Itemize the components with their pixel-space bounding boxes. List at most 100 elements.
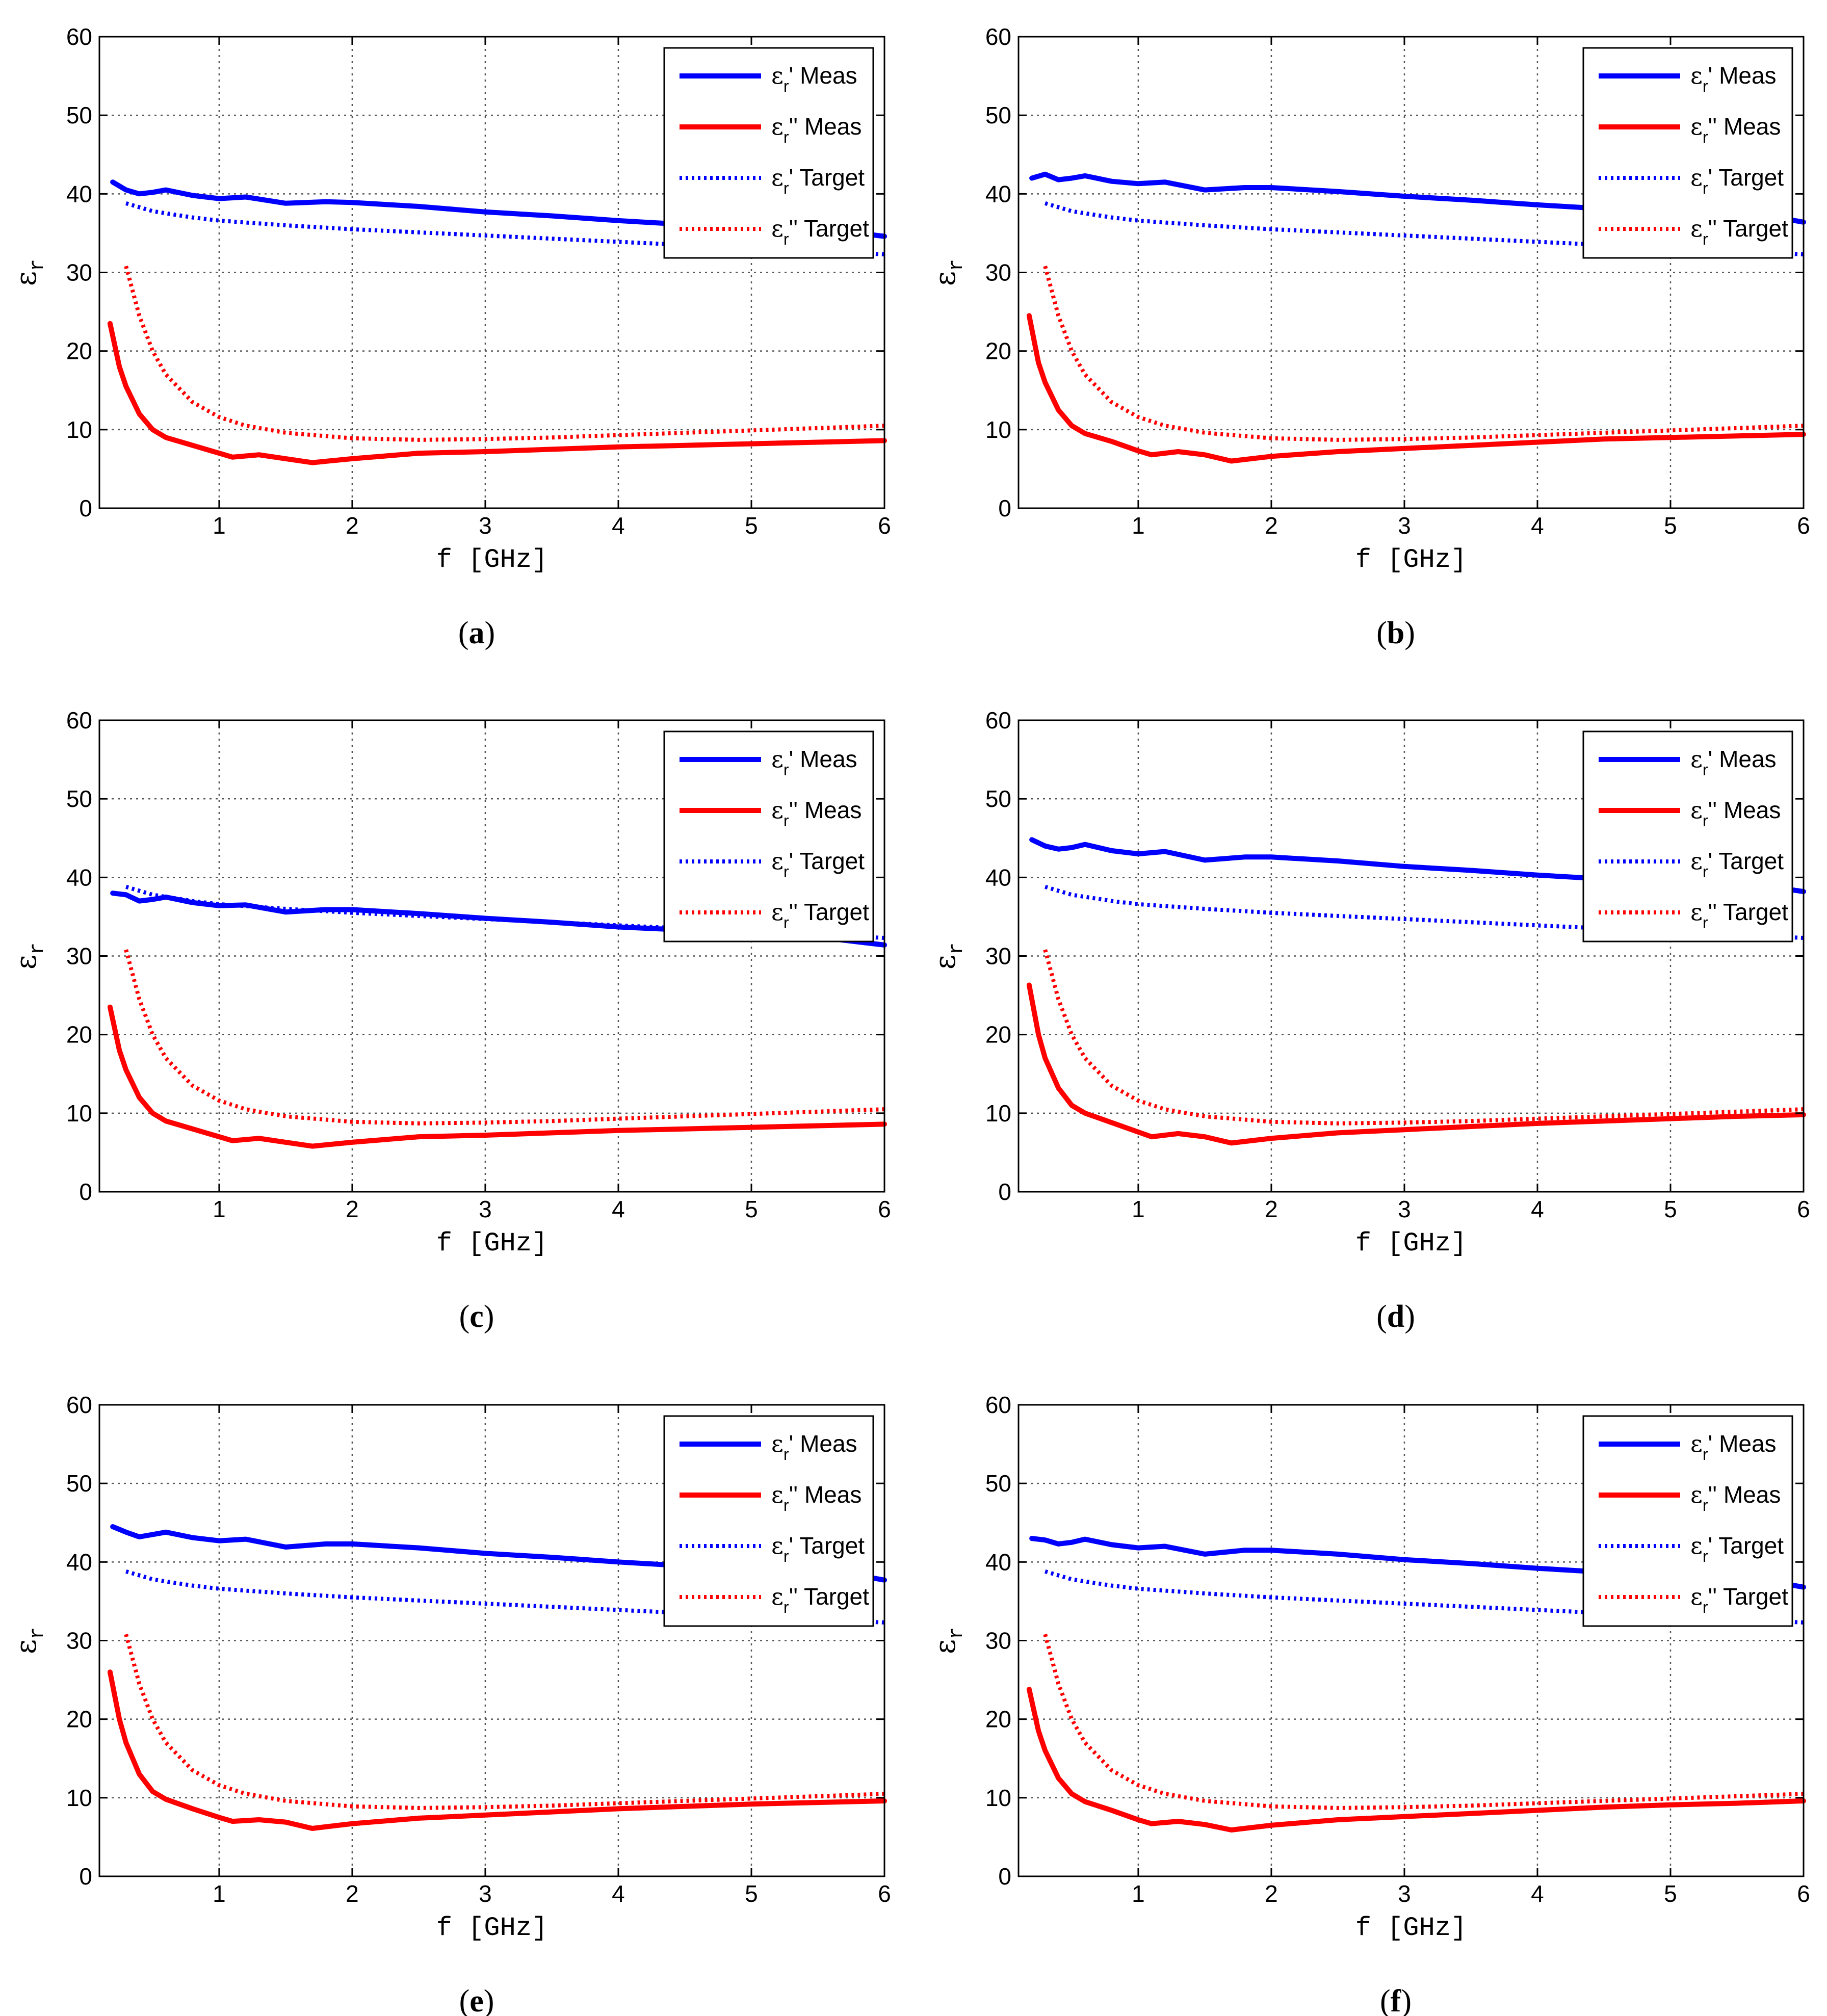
y-tick-label: 10: [985, 416, 1011, 443]
y-tick-label: 60: [66, 23, 92, 50]
legend-label-subscript: r: [1703, 128, 1708, 146]
y-tick-label: 10: [66, 1785, 92, 1811]
legend-box: [1582, 1415, 1793, 1627]
panel-caption: (a): [458, 616, 495, 650]
x-tick-label: 6: [1797, 1880, 1810, 1907]
y-tick-label: 20: [66, 338, 92, 364]
y-axis-label-symbol: ε: [929, 955, 962, 970]
legend-label-symbol: ε: [1690, 1430, 1703, 1457]
legend-label-text: '' Target: [789, 215, 870, 242]
legend-label: εr' Meas: [1690, 1430, 1777, 1463]
panel-caption-open: (: [1380, 1984, 1391, 2016]
legend-label-symbol: ε: [771, 62, 784, 89]
legend-label: εr'' Target: [771, 1583, 869, 1616]
legend-label-text: ' Meas: [1708, 1430, 1777, 1457]
series-line: [1026, 982, 1806, 1146]
legend-label-symbol: ε: [1690, 1532, 1703, 1559]
legend-label: εr'' Meas: [1690, 796, 1781, 830]
y-tick-label: 50: [66, 102, 92, 128]
legend-label-text: ' Target: [789, 848, 865, 874]
panel-caption: (d): [1376, 1299, 1415, 1334]
y-tick-label: 40: [66, 864, 92, 891]
x-tick-label: 2: [346, 512, 359, 539]
y-axis-label-subscript: r: [946, 942, 969, 955]
legend-label: εr' Target: [771, 164, 865, 197]
y-tick-label: 10: [66, 416, 92, 443]
panel-caption-letter: d: [1387, 1299, 1404, 1334]
legend-label-subscript: r: [1703, 761, 1708, 779]
y-tick-label: 10: [985, 1785, 1011, 1811]
panel-caption-open: (: [1376, 616, 1387, 650]
legend-label: εr'' Target: [1690, 1583, 1788, 1616]
legend-label-text: '' Target: [1708, 215, 1789, 242]
panel-caption-open: (: [459, 1299, 470, 1334]
legend-label-symbol: ε: [1690, 796, 1703, 824]
x-tick-label: 3: [1398, 1196, 1411, 1222]
x-axis-label: f [GHz]: [1355, 545, 1467, 575]
x-tick-label: 2: [346, 1196, 359, 1222]
legend-label-symbol: ε: [1690, 745, 1703, 773]
y-tick-label: 0: [998, 495, 1011, 521]
x-tick-label: 5: [745, 1196, 758, 1222]
x-tick-label: 4: [612, 512, 625, 539]
legend-label-text: ' Meas: [789, 746, 857, 772]
y-tick-label: 30: [985, 259, 1011, 286]
y-tick-label: 40: [66, 1549, 92, 1575]
series-line: [1043, 266, 1804, 442]
panel-caption-open: (: [458, 616, 469, 650]
legend-label-symbol: ε: [771, 1481, 784, 1508]
legend-box: [663, 1415, 874, 1627]
x-tick-label: 5: [745, 1880, 758, 1907]
x-tick-label: 2: [1265, 1196, 1278, 1222]
x-tick-label: 1: [1132, 1880, 1145, 1907]
legend-label: εr'' Meas: [771, 1481, 862, 1514]
panel-caption: (c): [459, 1299, 494, 1334]
series-line: [107, 1004, 887, 1149]
y-tick-label: 0: [79, 495, 92, 521]
x-axis-label: f [GHz]: [436, 545, 547, 575]
legend-label-text: '' Meas: [1708, 797, 1781, 823]
x-tick-label: 5: [745, 512, 758, 539]
y-tick-label: 40: [985, 1549, 1011, 1575]
y-tick-label: 20: [985, 1022, 1011, 1048]
legend-label-subscript: r: [784, 128, 789, 146]
x-tick-label: 1: [213, 1880, 226, 1907]
legend-label-text: ' Meas: [1708, 62, 1777, 89]
legend-box: [663, 47, 874, 259]
legend-label-text: '' Meas: [789, 113, 862, 140]
x-tick-label: 6: [878, 1196, 891, 1222]
legend-label-symbol: ε: [771, 745, 784, 773]
x-tick-label: 6: [878, 1880, 891, 1907]
legend-label-subscript: r: [784, 77, 789, 95]
legend-label-subscript: r: [1703, 913, 1708, 932]
x-tick-label: 3: [1398, 512, 1411, 539]
legend-label-subscript: r: [784, 1598, 789, 1616]
y-axis-label: εr: [10, 259, 49, 286]
y-tick-label: 60: [985, 23, 1011, 50]
panel-caption-close: ): [485, 616, 495, 650]
panel-caption-open: (: [1376, 1299, 1387, 1334]
y-tick-label: 10: [985, 1100, 1011, 1127]
legend-label-subscript: r: [1703, 1598, 1708, 1616]
panel-caption: (b): [1376, 616, 1415, 650]
legend-label-text: '' Meas: [1708, 1481, 1781, 1508]
x-tick-label: 4: [1531, 1196, 1544, 1222]
legend-label: εr'' Meas: [771, 113, 862, 146]
legend-label: εr' Target: [771, 1532, 865, 1565]
y-tick-label: 20: [985, 338, 1011, 364]
legend-label-subscript: r: [784, 862, 789, 881]
x-tick-label: 3: [479, 1880, 492, 1907]
y-tick-label: 50: [985, 786, 1011, 812]
y-axis-label-subscript: r: [946, 1627, 969, 1639]
legend-label-symbol: ε: [771, 796, 784, 824]
panel-caption-close: ): [1404, 1299, 1415, 1334]
series-line: [1043, 949, 1804, 1125]
legend-label: εr' Meas: [771, 62, 857, 95]
legend-label-subscript: r: [784, 811, 789, 830]
x-tick-label: 1: [213, 512, 226, 539]
legend-label-subscript: r: [784, 913, 789, 932]
